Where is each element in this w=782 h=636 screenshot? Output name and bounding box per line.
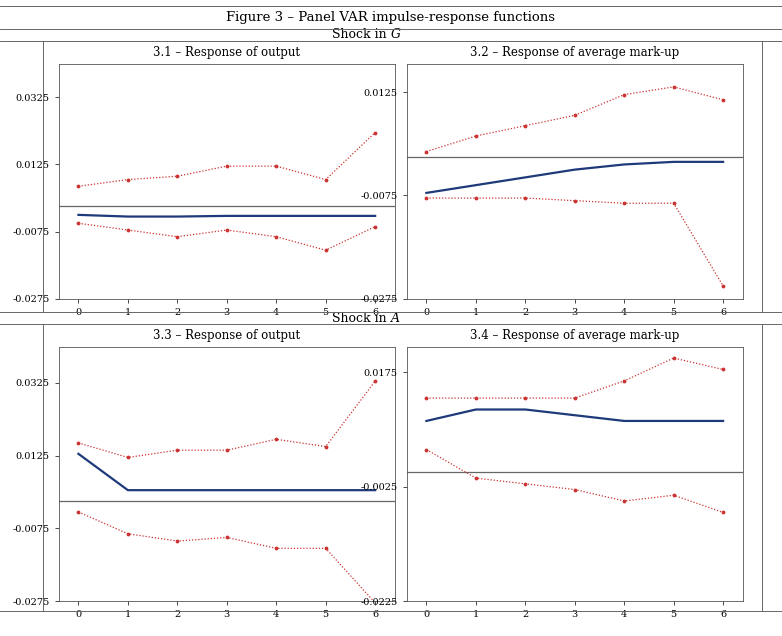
Text: Figure 3 – Panel VAR impulse-response functions: Figure 3 – Panel VAR impulse-response fu… [227, 11, 555, 24]
Text: Shock in: Shock in [332, 312, 391, 324]
Text: A: A [391, 312, 400, 324]
Text: Shock in: Shock in [332, 29, 391, 41]
Text: 3.3 – Response of output: 3.3 – Response of output [153, 329, 300, 342]
Text: 3.4 – Response of average mark-up: 3.4 – Response of average mark-up [470, 329, 680, 342]
Text: G: G [391, 29, 401, 41]
Text: 3.2 – Response of average mark-up: 3.2 – Response of average mark-up [470, 46, 680, 59]
Text: 3.1 – Response of output: 3.1 – Response of output [153, 46, 300, 59]
